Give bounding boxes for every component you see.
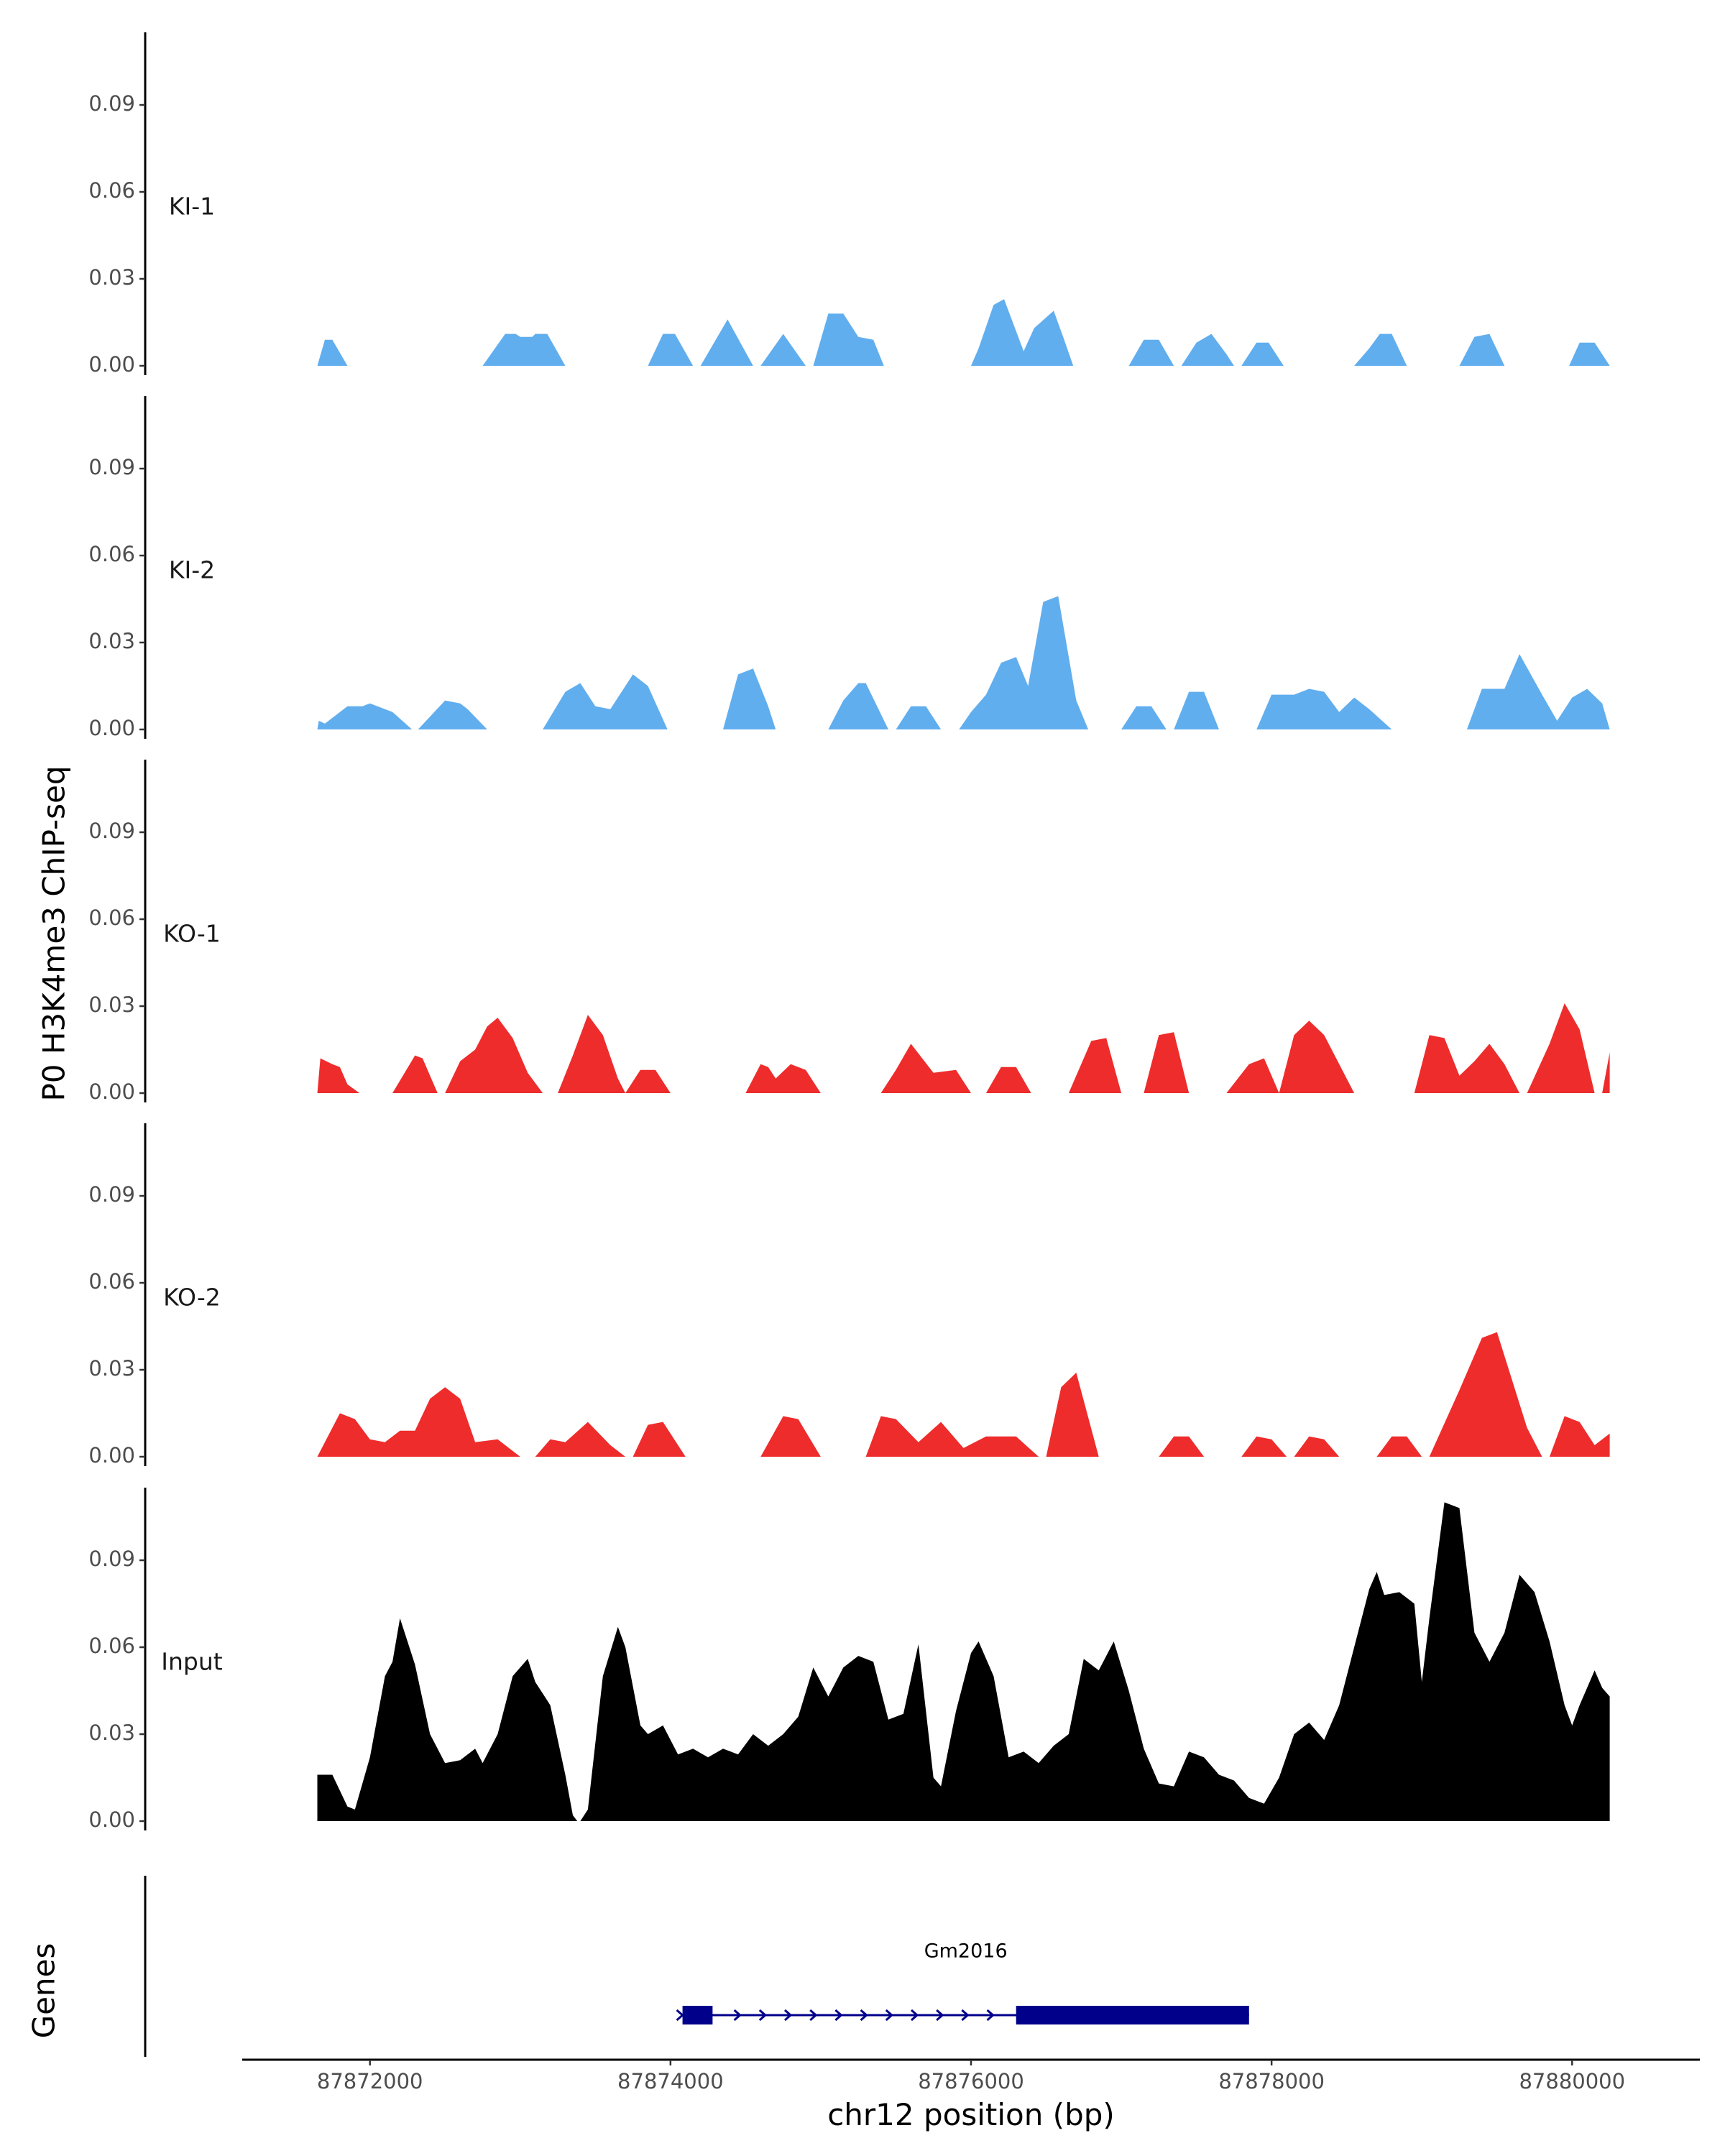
y-tick-label: 0.09 [88, 455, 135, 479]
strand-arrow-icon [676, 2009, 684, 2022]
track-ko-1: 0.00 0.03 0.06 0.09 KO-1 [88, 760, 1610, 1104]
y-tick-label: 0.06 [88, 178, 135, 203]
x-tick-label: 87876000 [918, 2069, 1024, 2093]
track-label: Input [161, 1648, 223, 1676]
x-tick-label: 87880000 [1519, 2069, 1625, 2093]
y-tick-label: 0.09 [88, 1182, 135, 1207]
strand-arrow-icon [758, 2009, 768, 2022]
y-tick-label: 0.06 [88, 1269, 135, 1294]
y-axis-title-text: P0 H3K4me3 ChIP-seq [37, 765, 72, 1101]
y-tick-label: 0.00 [88, 352, 135, 377]
y-tick-label: 0.03 [88, 1720, 135, 1745]
signal-area-input [317, 1502, 1610, 1821]
signal-tracks: 0.00 0.03 0.06 0.09 KI-1 0.00 0.03 0.06 0.09 KI-2… [88, 32, 1610, 1832]
track-ki-1: 0.00 0.03 0.06 0.09 KI-1 [88, 32, 1610, 377]
x-tick-label: 87874000 [617, 2069, 724, 2093]
y-tick-label: 0.09 [88, 1547, 135, 1571]
y-tick-label: 0.03 [88, 265, 135, 290]
strand-arrow-icon [783, 2009, 793, 2022]
strand-arrow-icon [860, 2009, 868, 2022]
y-tick-label: 0.00 [88, 716, 135, 740]
strand-arrow-icon [885, 2009, 894, 2022]
track-label: KO-2 [163, 1284, 221, 1312]
signal-area-ki-1 [317, 299, 1610, 366]
track-ki-2: 0.00 0.03 0.06 0.09 KI-2 [88, 396, 1610, 740]
y-tick-label: 0.03 [88, 992, 135, 1017]
strand-arrow-icon [733, 2009, 742, 2022]
track-label: KI-1 [169, 193, 215, 221]
y-tick-label: 0.06 [88, 542, 135, 566]
track-label: KI-2 [169, 556, 215, 584]
y-tick-label: 0.09 [88, 819, 135, 843]
y-axis-title: P0 H3K4me3 ChIP-seq [37, 765, 72, 1101]
y-tick-label: 0.03 [88, 1356, 135, 1381]
track-label: KO-1 [163, 920, 221, 948]
x-axis: 87872000 87874000 87876000 87878000 87880000 [242, 2058, 1700, 2093]
genes-axis-title-text: Genes [27, 1943, 62, 2039]
y-tick-label: 0.00 [88, 1443, 135, 1468]
strand-arrow-icon [936, 2009, 944, 2022]
strand-arrow-icon [961, 2009, 970, 2022]
y-tick-label: 0.06 [88, 1634, 135, 1658]
y-tick-label: 0.00 [88, 1079, 135, 1104]
signal-area-ko-2 [317, 1332, 1610, 1457]
gene-exon-cds [1016, 2006, 1249, 2024]
gene-exon-5prime [682, 2006, 713, 2024]
strand-arrow-icon [809, 2009, 818, 2022]
x-axis-title: chr12 position (bp) [827, 2097, 1115, 2132]
strand-arrow-icon [986, 2009, 995, 2022]
gene-gm2016: Gm2016 [676, 1940, 1249, 2024]
signal-area-ko-1 [317, 1003, 1610, 1093]
strand-arrow-icon [834, 2009, 843, 2022]
y-tick-label: 0.00 [88, 1807, 135, 1832]
strand-arrow-icon [910, 2009, 919, 2022]
signal-area-ki-2 [317, 596, 1610, 729]
gene-track: Gm2016 [144, 1876, 1249, 2057]
gene-name-label: Gm2016 [924, 1940, 1008, 1963]
genes-axis-title: Genes [27, 1943, 62, 2039]
x-tick-label: 87878000 [1218, 2069, 1325, 2093]
y-tick-label: 0.09 [88, 91, 135, 116]
track-input: 0.00 0.03 0.06 0.09 Input [88, 1488, 1610, 1832]
x-tick-label: 87872000 [317, 2069, 423, 2093]
track-ko-2: 0.00 0.03 0.06 0.09 KO-2 [88, 1123, 1610, 1468]
y-tick-label: 0.03 [88, 629, 135, 653]
y-tick-label: 0.06 [88, 906, 135, 930]
